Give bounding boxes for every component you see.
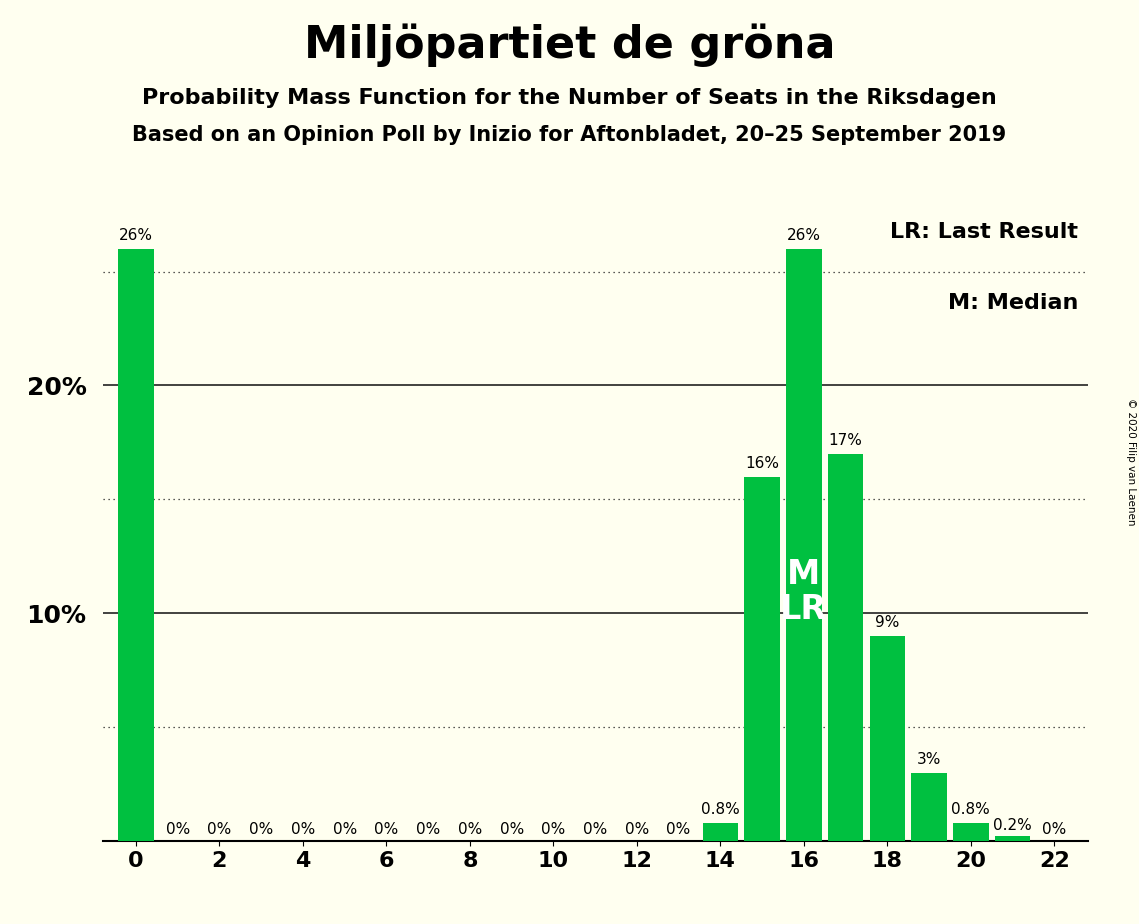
Bar xyxy=(953,822,989,841)
Bar xyxy=(994,836,1031,841)
Text: M: Median: M: Median xyxy=(948,293,1077,312)
Text: 0%: 0% xyxy=(666,822,690,837)
Text: 0%: 0% xyxy=(333,822,357,837)
Bar xyxy=(118,249,154,841)
Bar xyxy=(745,477,780,841)
Bar xyxy=(703,822,738,841)
Text: LR: Last Result: LR: Last Result xyxy=(890,223,1077,242)
Text: 0.2%: 0.2% xyxy=(993,818,1032,833)
Text: 0.8%: 0.8% xyxy=(700,802,739,817)
Text: 0%: 0% xyxy=(375,822,399,837)
Text: 26%: 26% xyxy=(787,228,821,243)
Text: © 2020 Filip van Laenen: © 2020 Filip van Laenen xyxy=(1126,398,1136,526)
Text: 0%: 0% xyxy=(165,822,190,837)
Text: 0%: 0% xyxy=(541,822,565,837)
Text: 0%: 0% xyxy=(625,822,649,837)
Text: 17%: 17% xyxy=(829,433,862,448)
Text: 0%: 0% xyxy=(207,822,231,837)
Text: 26%: 26% xyxy=(118,228,153,243)
Text: 0%: 0% xyxy=(1042,822,1066,837)
Text: 0%: 0% xyxy=(583,822,607,837)
Text: 16%: 16% xyxy=(745,456,779,471)
Text: 0%: 0% xyxy=(458,822,482,837)
Text: 3%: 3% xyxy=(917,752,941,767)
Text: 0%: 0% xyxy=(500,822,524,837)
Text: Probability Mass Function for the Number of Seats in the Riksdagen: Probability Mass Function for the Number… xyxy=(142,88,997,108)
Text: 0%: 0% xyxy=(416,822,441,837)
Text: Miljöpartiet de gröna: Miljöpartiet de gröna xyxy=(304,23,835,67)
Text: 9%: 9% xyxy=(875,615,900,630)
Bar xyxy=(911,772,947,841)
Text: Based on an Opinion Poll by Inizio for Aftonbladet, 20–25 September 2019: Based on an Opinion Poll by Inizio for A… xyxy=(132,125,1007,145)
Text: 0.8%: 0.8% xyxy=(951,802,990,817)
Text: 0%: 0% xyxy=(249,822,273,837)
Bar xyxy=(828,454,863,841)
Text: M
LR: M LR xyxy=(780,558,827,626)
Bar xyxy=(869,636,906,841)
Bar xyxy=(786,249,821,841)
Text: 0%: 0% xyxy=(290,822,316,837)
